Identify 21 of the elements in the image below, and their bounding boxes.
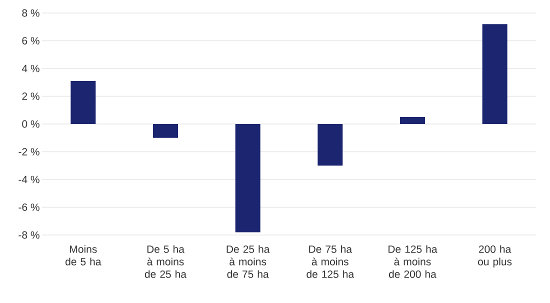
bar	[70, 80, 96, 124]
x-tick-label: 200 ha ou plus	[478, 245, 512, 268]
y-tick-label: 0 %	[22, 120, 40, 128]
y-tick-label: -4 %	[18, 176, 40, 184]
x-tick-label: De 5 ha à moins de 25 ha	[144, 245, 186, 278]
x-tick-label: De 125 ha à moins de 200 ha	[388, 245, 438, 278]
x-tick-label: Moins de 5 ha	[66, 245, 102, 266]
y-tick-label: 2 %	[22, 92, 40, 100]
bar	[400, 117, 425, 124]
x-tick-label: De 25 ha à moins de 75 ha	[226, 245, 270, 278]
y-tick-label: 8 %	[22, 9, 40, 17]
y-tick-label: -6 %	[18, 204, 40, 211]
bar	[153, 124, 178, 138]
y-tick-label: 6 %	[22, 37, 40, 44]
bar	[235, 124, 260, 232]
x-tick-label: De 75 ha à moins de 125 ha	[306, 245, 354, 278]
bar	[482, 24, 508, 124]
bar	[318, 124, 343, 166]
y-tick-label: -8 %	[18, 231, 40, 239]
y-tick-label: 4 %	[22, 64, 40, 72]
y-tick-label: -2 %	[18, 148, 40, 156]
